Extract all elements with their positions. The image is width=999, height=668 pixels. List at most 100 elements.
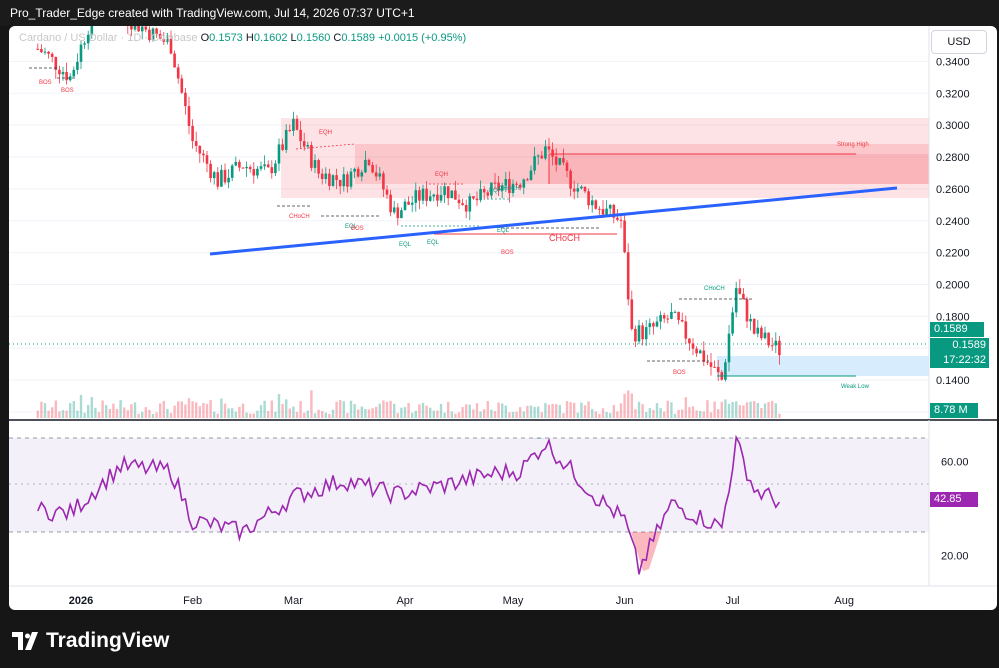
volume-bar [637,401,641,418]
volume-bar [389,400,392,418]
volume-bar [630,393,633,418]
volume-bar [483,409,486,418]
candle-body [378,173,382,177]
candle-body [407,201,410,205]
candle-body [680,319,684,322]
candle-body [709,362,713,367]
rsi-line [37,434,781,575]
annotation-label: EQH [435,172,448,178]
volume-bar [342,401,345,418]
annotation-label: Strong High [837,142,869,148]
candle-body [396,207,400,219]
candle-body [187,106,191,126]
candle-body [277,144,281,164]
volume-bar [382,400,385,418]
volume-bar [493,411,497,418]
candle-body [688,338,691,344]
volume-bar [162,400,165,418]
tradingview-wordmark: TradingView [46,629,170,652]
volume-bar [65,410,68,418]
candle-body [608,204,612,209]
volume-bar [576,412,579,418]
candle-body [382,173,385,190]
volume-bar [709,412,713,418]
volume-bar [123,407,126,418]
candle-body [436,194,439,201]
volume-bar [299,401,302,418]
candle-body [320,173,324,179]
candle-body [353,168,356,172]
annotation-label: CHoCH [499,186,520,192]
candle-body [234,161,238,166]
time-tick-label: Jun [616,595,634,607]
candle-body [727,333,731,363]
supply-zone [281,118,929,198]
candle-body [569,170,572,189]
candle-body [202,153,205,156]
volume-bar [69,403,72,418]
candle-body [227,177,230,183]
volume-bar [324,412,327,418]
candle-body [518,184,522,188]
volume-bar [562,413,565,418]
volume-bar [609,413,612,418]
high-value: 0.1602 [253,32,288,44]
candle-body [684,321,688,339]
volume-bar [295,412,299,418]
candle-body [270,167,274,174]
volume-bar [360,406,363,418]
symbol-legend[interactable]: Cardano / US Dollar · 1D · Coinbase O0.1… [19,32,466,44]
candle-body [76,61,79,70]
volume-bar [191,401,194,418]
candle-body [54,56,58,70]
volume-bar [501,403,504,418]
candle-body [634,328,637,342]
volume-bar [249,413,252,418]
candle-body [238,161,241,168]
price-tick-label: 0.1400 [936,375,970,387]
volume-bar [641,404,644,418]
volume-bar [526,405,529,418]
candle-body [306,145,310,147]
volume-bar [177,401,180,418]
candle-body [572,188,576,192]
volume-bar [209,400,212,418]
candle-body [425,188,428,201]
candle-body [338,179,342,187]
time-tick-label: Mar [284,595,303,607]
volume-bar [411,412,414,418]
candle-body [439,194,443,201]
volume-bar [443,412,446,418]
candle-body [446,186,450,199]
candle-body [738,288,742,294]
candle-body [148,29,151,41]
candle-body [508,179,511,194]
candle-body [702,350,706,362]
trend-line[interactable] [209,186,898,256]
symbol-name[interactable]: Cardano / US Dollar · 1D · Coinbase [19,32,198,44]
candle-body [461,203,464,205]
volume-bar [47,410,50,418]
volume-bar [396,413,399,418]
header-text: Pro_Trader_Edge created with TradingView… [10,6,415,20]
candle-body [310,145,313,168]
candle-body [774,340,778,346]
volume-bar [195,402,198,418]
volume-bar [454,413,457,418]
candle-body [511,183,515,194]
high-label: H [245,32,254,44]
volume-bar [227,408,230,418]
candle-body [389,194,392,213]
candle-body [223,169,227,183]
volume-bar [252,413,255,418]
volume-bar [400,407,403,418]
chart-frame[interactable]: BOS BOS EQH EQH EQH CHoCH EQL BOS EQL EQL EQL CHoCH… [9,26,997,610]
volume-bar [353,404,356,418]
candle-body [292,118,295,131]
candle-body [342,174,346,187]
volume-bar [285,399,288,418]
currency-selector[interactable]: USD [931,30,987,54]
candle-body [72,69,76,77]
volume-bar [119,400,122,418]
